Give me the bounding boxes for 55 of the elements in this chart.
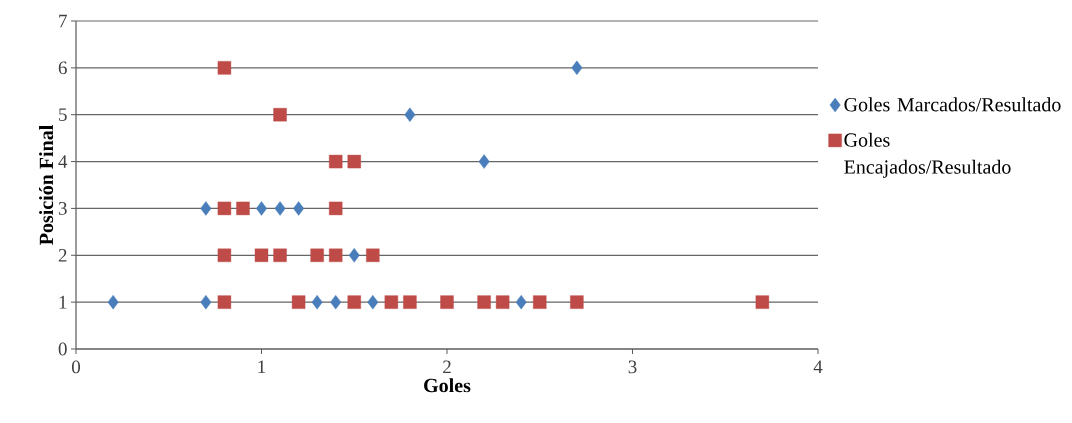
point	[274, 201, 286, 216]
point	[329, 201, 343, 216]
x-axis-title: Goles	[424, 378, 471, 393]
point	[310, 248, 324, 262]
y-tick-label: 0	[58, 342, 67, 356]
point	[478, 154, 490, 169]
point	[384, 295, 399, 309]
y-tick-label: 4	[58, 155, 68, 168]
point	[217, 248, 232, 262]
x-tick-label: 3	[628, 360, 637, 374]
point	[570, 295, 584, 309]
y-tick-label: 5	[59, 108, 67, 122]
point	[367, 294, 379, 310]
point	[217, 295, 232, 309]
point	[273, 108, 287, 122]
point	[571, 60, 583, 76]
point	[515, 294, 527, 310]
point	[348, 248, 360, 263]
point	[330, 294, 342, 310]
point	[200, 201, 212, 216]
point	[293, 201, 305, 216]
y-axis-title: Posición Final	[39, 125, 54, 245]
y-tick-label: 7	[59, 14, 67, 28]
x-tick-label: 1	[258, 360, 266, 374]
point	[533, 295, 547, 309]
point	[404, 107, 416, 122]
point	[107, 294, 119, 310]
point	[273, 248, 287, 262]
point	[256, 201, 267, 216]
point	[236, 201, 250, 216]
point	[347, 295, 361, 309]
y-tick-label: 6	[58, 61, 67, 75]
point	[477, 295, 491, 309]
point	[366, 248, 380, 262]
point	[347, 154, 361, 169]
x-tick-label: 0	[71, 360, 81, 374]
point	[291, 295, 306, 309]
point	[217, 201, 232, 216]
x-tick-label: 4	[813, 360, 823, 374]
point	[495, 295, 510, 309]
point	[329, 248, 343, 262]
point	[755, 295, 770, 309]
point	[254, 248, 269, 262]
y-tick-label: 3	[58, 202, 67, 215]
point	[440, 295, 454, 309]
y-tick-label: 2	[58, 248, 67, 262]
x-tick-label: 2	[443, 360, 451, 374]
point	[403, 295, 417, 309]
point	[329, 154, 343, 169]
legend-label: Goles Encajados/Resultado	[844, 132, 1011, 178]
point	[200, 294, 212, 310]
point	[217, 61, 232, 75]
y-tick-label: 1	[59, 295, 67, 309]
legend-label: Goles Marcados/Resultado	[844, 97, 1061, 112]
point	[311, 294, 323, 310]
